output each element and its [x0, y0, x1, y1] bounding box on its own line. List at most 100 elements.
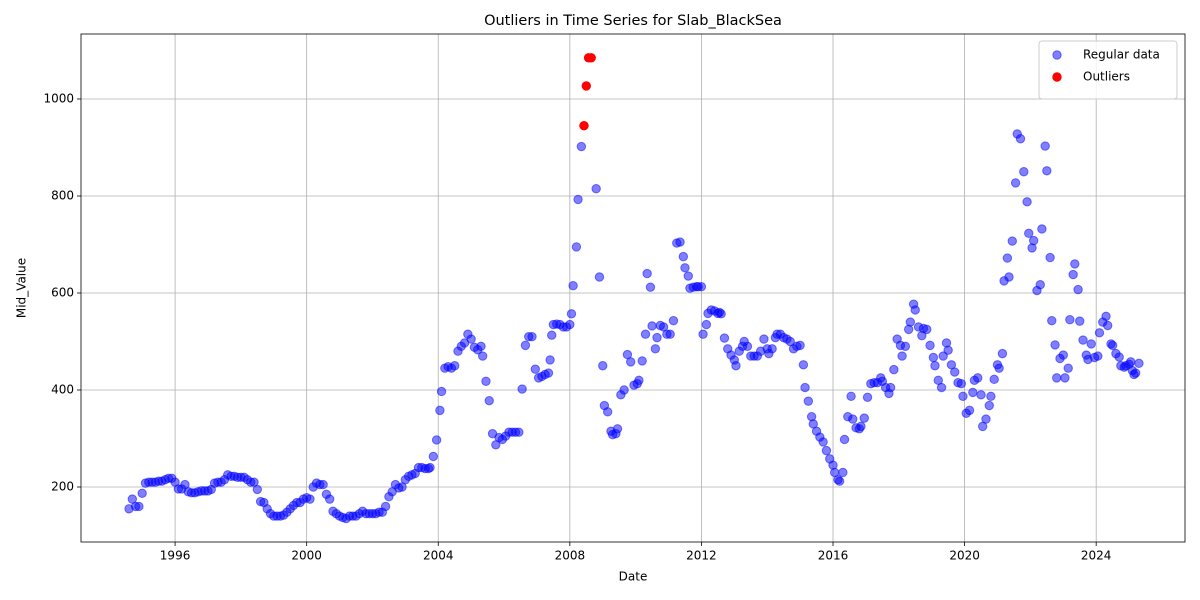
point [997, 348, 1008, 359]
point [517, 384, 527, 394]
point [466, 334, 476, 344]
point [668, 315, 679, 326]
point [547, 330, 557, 340]
point [1094, 328, 1105, 338]
point [1002, 253, 1013, 263]
point [885, 382, 896, 393]
point [1130, 368, 1141, 378]
point [930, 361, 940, 371]
point [619, 385, 629, 395]
point [640, 329, 651, 339]
point [484, 395, 494, 406]
point [839, 434, 850, 445]
point [579, 120, 589, 131]
point [318, 479, 328, 490]
point [856, 421, 866, 432]
point [900, 341, 911, 352]
point [973, 373, 983, 383]
point [576, 141, 587, 152]
point [1134, 358, 1144, 369]
point [1047, 315, 1057, 326]
point [950, 367, 960, 377]
point [846, 391, 856, 402]
point [436, 386, 447, 397]
point [859, 413, 869, 423]
point [696, 281, 707, 292]
point [1065, 314, 1075, 325]
point [862, 392, 873, 402]
y-tick-label: 400 [51, 382, 74, 396]
point [1022, 197, 1032, 207]
point [476, 341, 486, 352]
point [431, 435, 442, 445]
y-tick-label: 800 [51, 188, 74, 202]
x-tick-label: 2020 [949, 549, 980, 563]
point [928, 352, 939, 363]
point [1114, 352, 1124, 362]
point [634, 375, 644, 385]
point [425, 462, 435, 473]
point [838, 467, 848, 478]
point [1010, 178, 1021, 188]
point [1073, 284, 1083, 295]
y-tick-label: 600 [51, 285, 74, 299]
point [602, 407, 613, 417]
point [530, 364, 540, 374]
point [834, 476, 845, 486]
point [675, 237, 685, 247]
point [514, 427, 524, 437]
point [1070, 259, 1080, 269]
point [795, 340, 805, 351]
point [958, 391, 968, 402]
legend-marker [1052, 50, 1062, 60]
point [767, 344, 777, 354]
point [324, 494, 335, 504]
point [573, 194, 583, 205]
point [305, 494, 315, 504]
point [428, 451, 439, 462]
point [968, 387, 978, 398]
point [1068, 269, 1078, 280]
point [981, 414, 991, 424]
point [625, 357, 636, 367]
point [1058, 350, 1068, 360]
point [1102, 320, 1113, 331]
point [435, 405, 445, 416]
point [650, 344, 661, 354]
point [925, 340, 935, 351]
point [803, 396, 814, 406]
point [591, 184, 601, 194]
point [1037, 224, 1047, 234]
point [698, 329, 708, 339]
point [798, 360, 809, 370]
point [586, 53, 596, 63]
x-tick-label: 2000 [291, 549, 322, 563]
point [1004, 272, 1014, 282]
point [986, 391, 996, 402]
point [1078, 335, 1088, 345]
point [637, 356, 647, 366]
point [1101, 311, 1111, 321]
point [598, 361, 608, 371]
point [1035, 280, 1045, 290]
point [527, 331, 537, 342]
x-tick-label: 2024 [1081, 549, 1112, 563]
point [665, 329, 675, 339]
point [910, 305, 920, 315]
x-tick-label: 2016 [818, 549, 849, 563]
point [922, 324, 932, 335]
point [252, 484, 263, 495]
point [680, 263, 690, 273]
legend: Regular data Outliers [1038, 40, 1178, 100]
point [731, 361, 741, 371]
point [1060, 373, 1070, 383]
point [984, 400, 994, 411]
y-axis-label: Mid_Value [15, 258, 29, 318]
point [1075, 316, 1085, 326]
point [1028, 235, 1039, 246]
point [719, 333, 730, 343]
point [964, 405, 975, 416]
point [566, 309, 577, 319]
point [642, 268, 652, 279]
